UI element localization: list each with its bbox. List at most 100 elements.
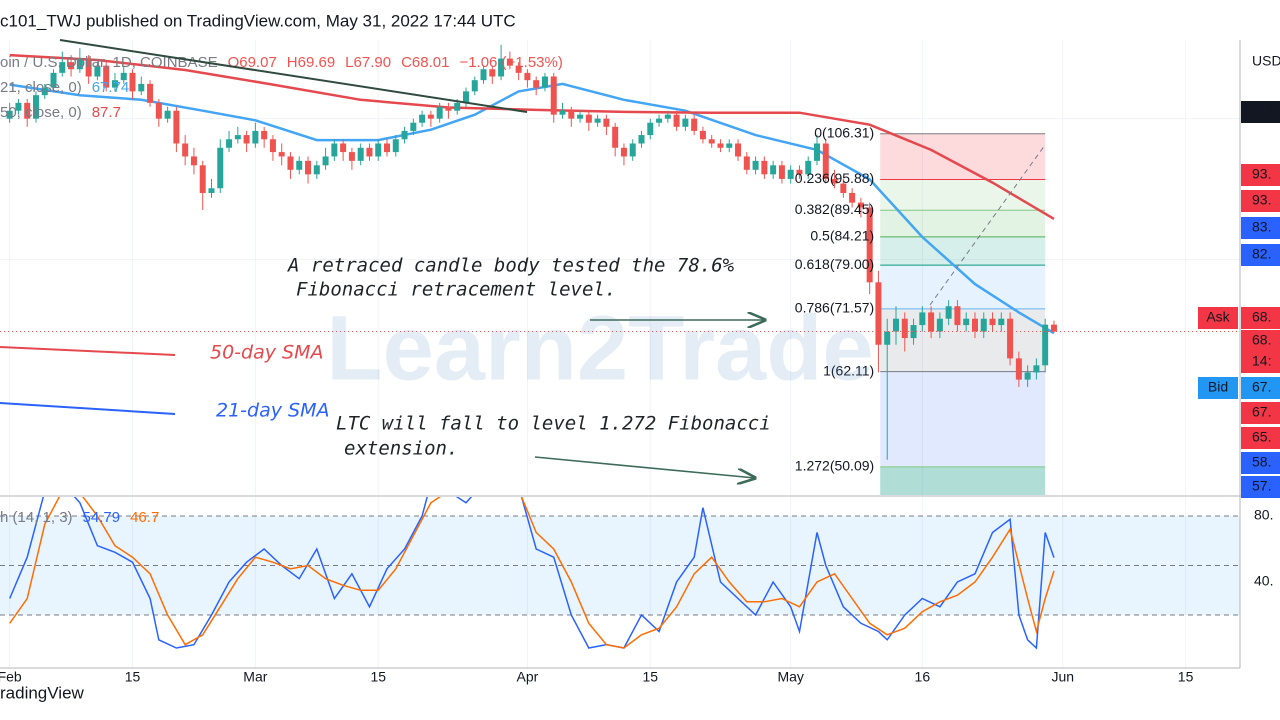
candle-body xyxy=(612,126,619,148)
candle-body xyxy=(664,114,671,119)
sma-legend: 50, close, 0) 87.7 xyxy=(0,104,121,121)
candle-body xyxy=(357,147,364,161)
stoch-pane xyxy=(0,497,1240,668)
x-tick-label: 15 xyxy=(370,669,386,685)
candle-body xyxy=(94,65,101,77)
stoch-legend: h (14, 1, 3) 54.79 46.7 xyxy=(0,509,159,526)
stoch-value: 46.7 xyxy=(130,509,159,526)
candle-body xyxy=(480,69,487,81)
annotation: 50-day SMA xyxy=(210,342,323,364)
candle-body xyxy=(814,143,821,161)
y-tick-label: 80. xyxy=(1254,507,1273,523)
candle-body xyxy=(568,110,575,119)
candle-body xyxy=(954,306,961,326)
candle-body xyxy=(840,183,847,193)
candle-body xyxy=(971,318,978,332)
price-tag xyxy=(1241,351,1280,373)
y-tick-label: 40. xyxy=(1254,573,1273,589)
fib-label: 0.786(71.57) xyxy=(795,300,874,316)
fib-trend-line xyxy=(929,144,1046,306)
price-tag xyxy=(1241,307,1280,329)
price-tag-label: 113 xyxy=(1252,103,1275,119)
candle-body xyxy=(50,72,57,88)
candle-body xyxy=(1033,365,1040,373)
ohlc: O69.07 xyxy=(228,54,277,71)
arrow xyxy=(534,456,755,478)
sma-line xyxy=(9,82,1055,335)
fib-label: 0.5(84.21) xyxy=(810,228,874,244)
sma-value: 67.74 xyxy=(92,79,130,96)
price-tag-label: 68. xyxy=(1252,332,1271,348)
price-tag xyxy=(1241,402,1280,424)
price-pane xyxy=(0,40,1240,495)
candle-body xyxy=(103,65,110,88)
x-tick-label: Feb xyxy=(0,669,22,685)
price-tag-label: 68. xyxy=(1252,309,1271,325)
price-tag xyxy=(1241,427,1280,449)
price-tag xyxy=(1241,190,1280,212)
price-tag xyxy=(1241,101,1280,123)
candle-body xyxy=(998,318,1005,326)
candle-body xyxy=(340,143,347,153)
candle-body xyxy=(656,118,663,123)
candle-body xyxy=(936,318,943,332)
candle-body xyxy=(620,147,627,157)
candle-body xyxy=(980,318,987,332)
candle-body xyxy=(173,110,180,144)
candle-body xyxy=(541,76,548,88)
candle-body xyxy=(796,169,803,175)
candle-body xyxy=(1024,372,1031,380)
candle-body xyxy=(638,135,645,144)
candle-body xyxy=(989,318,996,326)
candle-body xyxy=(550,76,557,115)
fib-label: 1.272(50.09) xyxy=(795,458,874,474)
candle-body xyxy=(629,143,636,157)
stoch-value: 54.79 xyxy=(83,509,121,526)
price-tag-label: 67. xyxy=(1252,404,1271,420)
ohlc: C68.01 xyxy=(401,54,449,71)
symbol-legend: oin / U.S. Dollar, 1D, COINBASE O69.07 H69… xyxy=(0,54,563,71)
candle-body xyxy=(182,143,189,157)
x-tick-label: 15 xyxy=(1178,669,1194,685)
candle-body xyxy=(261,130,268,140)
annotation: LTC will fall to level 1.272 Fibonacci xyxy=(336,413,771,435)
candle-body xyxy=(76,58,83,70)
fib-zone xyxy=(880,210,1046,237)
candle-body xyxy=(217,147,224,189)
x-tick-label: 16 xyxy=(915,669,931,685)
annotation: 21-day SMA xyxy=(216,400,329,422)
candle-body xyxy=(708,139,715,144)
candle-body xyxy=(743,156,750,170)
candle-body xyxy=(401,130,408,140)
candle-body xyxy=(805,160,812,175)
ohlc: H69.69 xyxy=(287,54,335,71)
candle-body xyxy=(208,188,215,193)
fib-zone xyxy=(880,133,1046,180)
candle-body xyxy=(199,165,206,193)
candle-body xyxy=(892,318,899,332)
change: −1.06 (−1.53%) xyxy=(459,54,562,71)
candle-body xyxy=(691,118,698,131)
candle-body xyxy=(155,102,162,119)
candle-body xyxy=(857,202,864,208)
candle-body xyxy=(454,102,461,111)
candle-body xyxy=(278,152,285,157)
candle-body xyxy=(682,118,689,127)
x-tick-label: May xyxy=(777,669,803,685)
candle-body xyxy=(138,83,145,92)
candle-body xyxy=(436,106,443,119)
sma50-legend-line xyxy=(0,346,176,356)
candle-body xyxy=(489,69,496,77)
candle-body xyxy=(603,118,610,127)
stoch-line xyxy=(9,497,1055,650)
candle-body xyxy=(445,106,452,111)
candle-body xyxy=(59,62,66,73)
price-tag-side-label: Ask xyxy=(1206,309,1230,325)
candle-body xyxy=(471,80,478,92)
candle-body xyxy=(68,62,75,70)
candle-body xyxy=(673,114,680,127)
candle-body xyxy=(375,143,382,157)
candle-body xyxy=(120,72,127,81)
